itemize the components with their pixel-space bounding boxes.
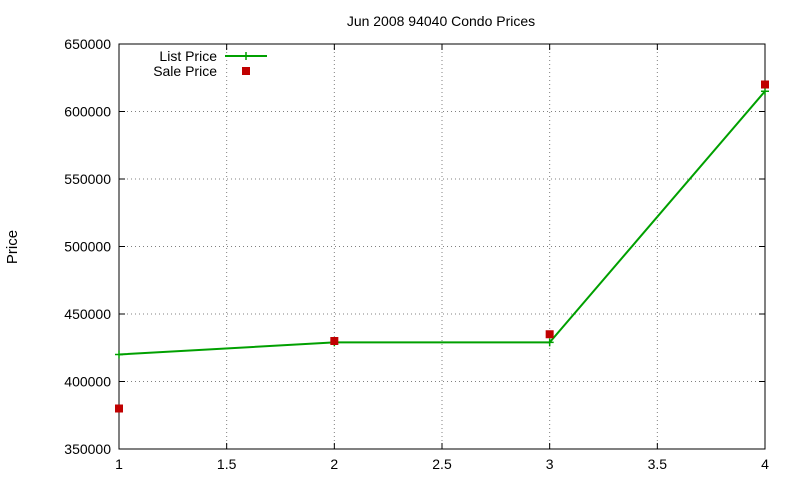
y-tick-label: 600000 — [64, 104, 111, 120]
sale-price-point — [330, 337, 339, 345]
y-axis-label: Price — [4, 230, 21, 264]
series-line-list-price — [118, 90, 766, 356]
plot-frame — [118, 43, 766, 450]
list-price-point — [545, 338, 554, 347]
x-tick-label: 1 — [115, 456, 123, 472]
y-tick-label: 400000 — [64, 374, 111, 390]
y-tick-label: 350000 — [64, 441, 111, 457]
sale-price-point — [545, 330, 554, 339]
x-tick-label: 1.5 — [217, 456, 237, 472]
legend-label-list-price: List Price — [159, 48, 217, 64]
sale-price-point — [761, 80, 769, 89]
x-tick-label: 3 — [546, 456, 554, 472]
list-price-point — [115, 350, 123, 359]
chart-title: Jun 2008 94040 Condo Prices — [347, 13, 535, 29]
legend-swatch-sale-price — [242, 67, 250, 75]
y-tick-label: 650000 — [64, 36, 111, 52]
sale-price-point — [115, 404, 123, 413]
legend-label-sale-price: Sale Price — [153, 63, 217, 79]
x-tick-label: 4 — [761, 456, 769, 472]
list-price-point — [761, 87, 769, 96]
grid-lines — [119, 44, 765, 449]
x-tick-label: 2 — [330, 456, 338, 472]
x-tick-label: 3.5 — [648, 456, 668, 472]
x-tick-label: 2.5 — [432, 456, 452, 472]
y-tick-label: 500000 — [64, 239, 111, 255]
y-tick-label: 450000 — [64, 306, 111, 322]
legend: List Price Sale Price — [153, 48, 267, 79]
axis-ticks: 1 1.5 2 2.5 3 3.5 4 350000 400000 450000 500000 550… — [64, 36, 769, 472]
series-layer — [115, 80, 769, 413]
y-tick-label: 550000 — [64, 171, 111, 187]
